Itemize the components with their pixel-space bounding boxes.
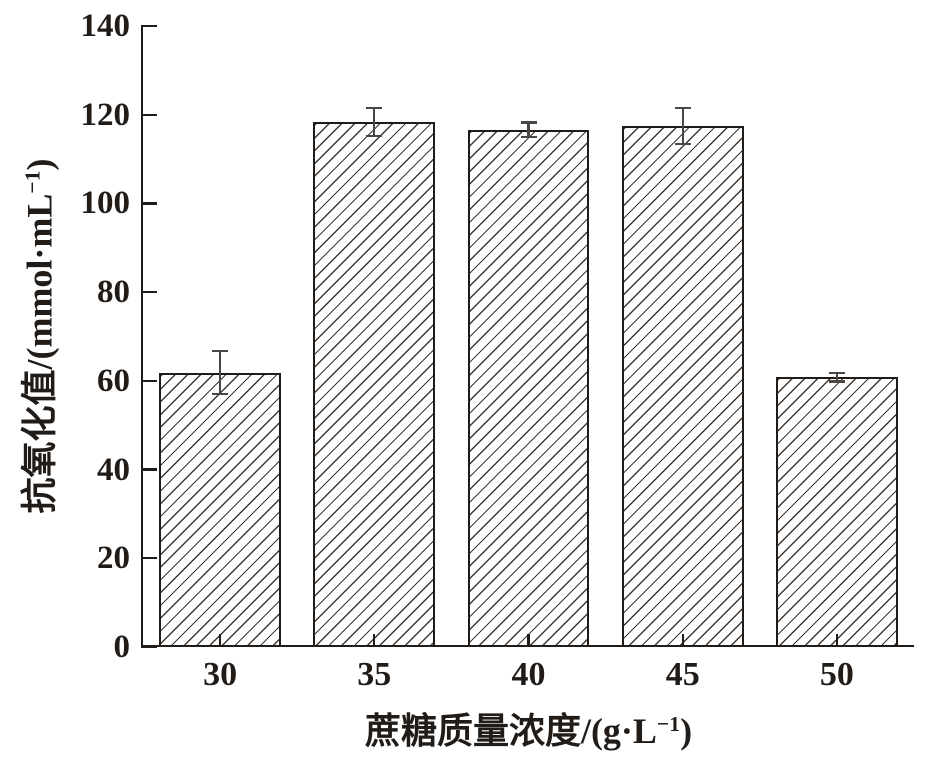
y-axis-tick-labels: 0 20 40 60 80 100 120 140 bbox=[0, 9, 131, 664]
y-axis-tick bbox=[143, 24, 157, 28]
y-tick-label: 80 bbox=[97, 274, 130, 311]
y-tick-label: 120 bbox=[80, 96, 131, 133]
x-axis-tick bbox=[373, 634, 376, 647]
bar-35 bbox=[313, 121, 436, 647]
y-axis-tick bbox=[143, 290, 157, 294]
y-tick-label: 40 bbox=[97, 451, 130, 488]
error-bar-50 bbox=[828, 371, 845, 383]
x-tick-label: 30 bbox=[203, 656, 238, 693]
x-axis-title-main: 蔗糖质量浓度/(g·L bbox=[364, 710, 657, 751]
bar-40 bbox=[467, 129, 590, 647]
x-axis-tick bbox=[527, 634, 530, 647]
x-tick-label: 50 bbox=[819, 656, 854, 693]
bar-50 bbox=[775, 377, 898, 647]
y-axis-line bbox=[140, 25, 143, 648]
x-axis-tick-labels: 30 35 40 45 50 bbox=[143, 653, 914, 699]
bar-30 bbox=[159, 372, 281, 647]
error-bar-30 bbox=[212, 350, 229, 396]
y-tick-label: 20 bbox=[97, 540, 130, 577]
error-bar-stem bbox=[681, 106, 684, 145]
y-tick-label: 0 bbox=[113, 629, 131, 665]
plot-area bbox=[143, 24, 914, 649]
y-axis-tick bbox=[143, 557, 157, 560]
error-bar-cap-bot bbox=[212, 393, 229, 396]
y-axis-tick bbox=[143, 113, 157, 116]
error-bar-stem bbox=[373, 106, 376, 137]
error-bar-cap-bot bbox=[520, 136, 537, 139]
x-axis-line bbox=[140, 644, 914, 648]
x-tick-label: 35 bbox=[357, 656, 392, 693]
bar-45 bbox=[621, 125, 744, 647]
x-tick-label: 45 bbox=[665, 656, 700, 693]
x-tick-label: 40 bbox=[511, 656, 546, 693]
y-tick-label: 100 bbox=[80, 185, 131, 222]
x-axis-title-close: ) bbox=[680, 710, 693, 751]
error-bar-cap-bot bbox=[366, 134, 383, 137]
error-bar-cap-bot bbox=[674, 142, 691, 145]
error-bar-40 bbox=[520, 121, 537, 139]
x-axis-tick bbox=[218, 634, 222, 647]
x-axis-title: 蔗糖质量浓度/(g·L−1) bbox=[143, 700, 914, 755]
y-tick-label: 60 bbox=[97, 362, 130, 399]
error-bar-35 bbox=[366, 106, 383, 137]
y-axis-tick bbox=[143, 468, 157, 471]
x-axis-tick bbox=[835, 634, 839, 647]
x-axis-tick bbox=[681, 634, 684, 647]
error-bar-stem bbox=[527, 121, 530, 139]
x-axis-title-superscript: −1 bbox=[656, 712, 681, 736]
error-bar-45 bbox=[674, 106, 691, 145]
error-bar-stem bbox=[219, 350, 222, 396]
y-axis-tick bbox=[143, 202, 157, 205]
error-bar-cap-bot bbox=[828, 380, 845, 383]
error-bar-stem bbox=[835, 371, 838, 383]
y-axis-tick bbox=[143, 379, 157, 383]
y-tick-label: 140 bbox=[80, 8, 131, 44]
